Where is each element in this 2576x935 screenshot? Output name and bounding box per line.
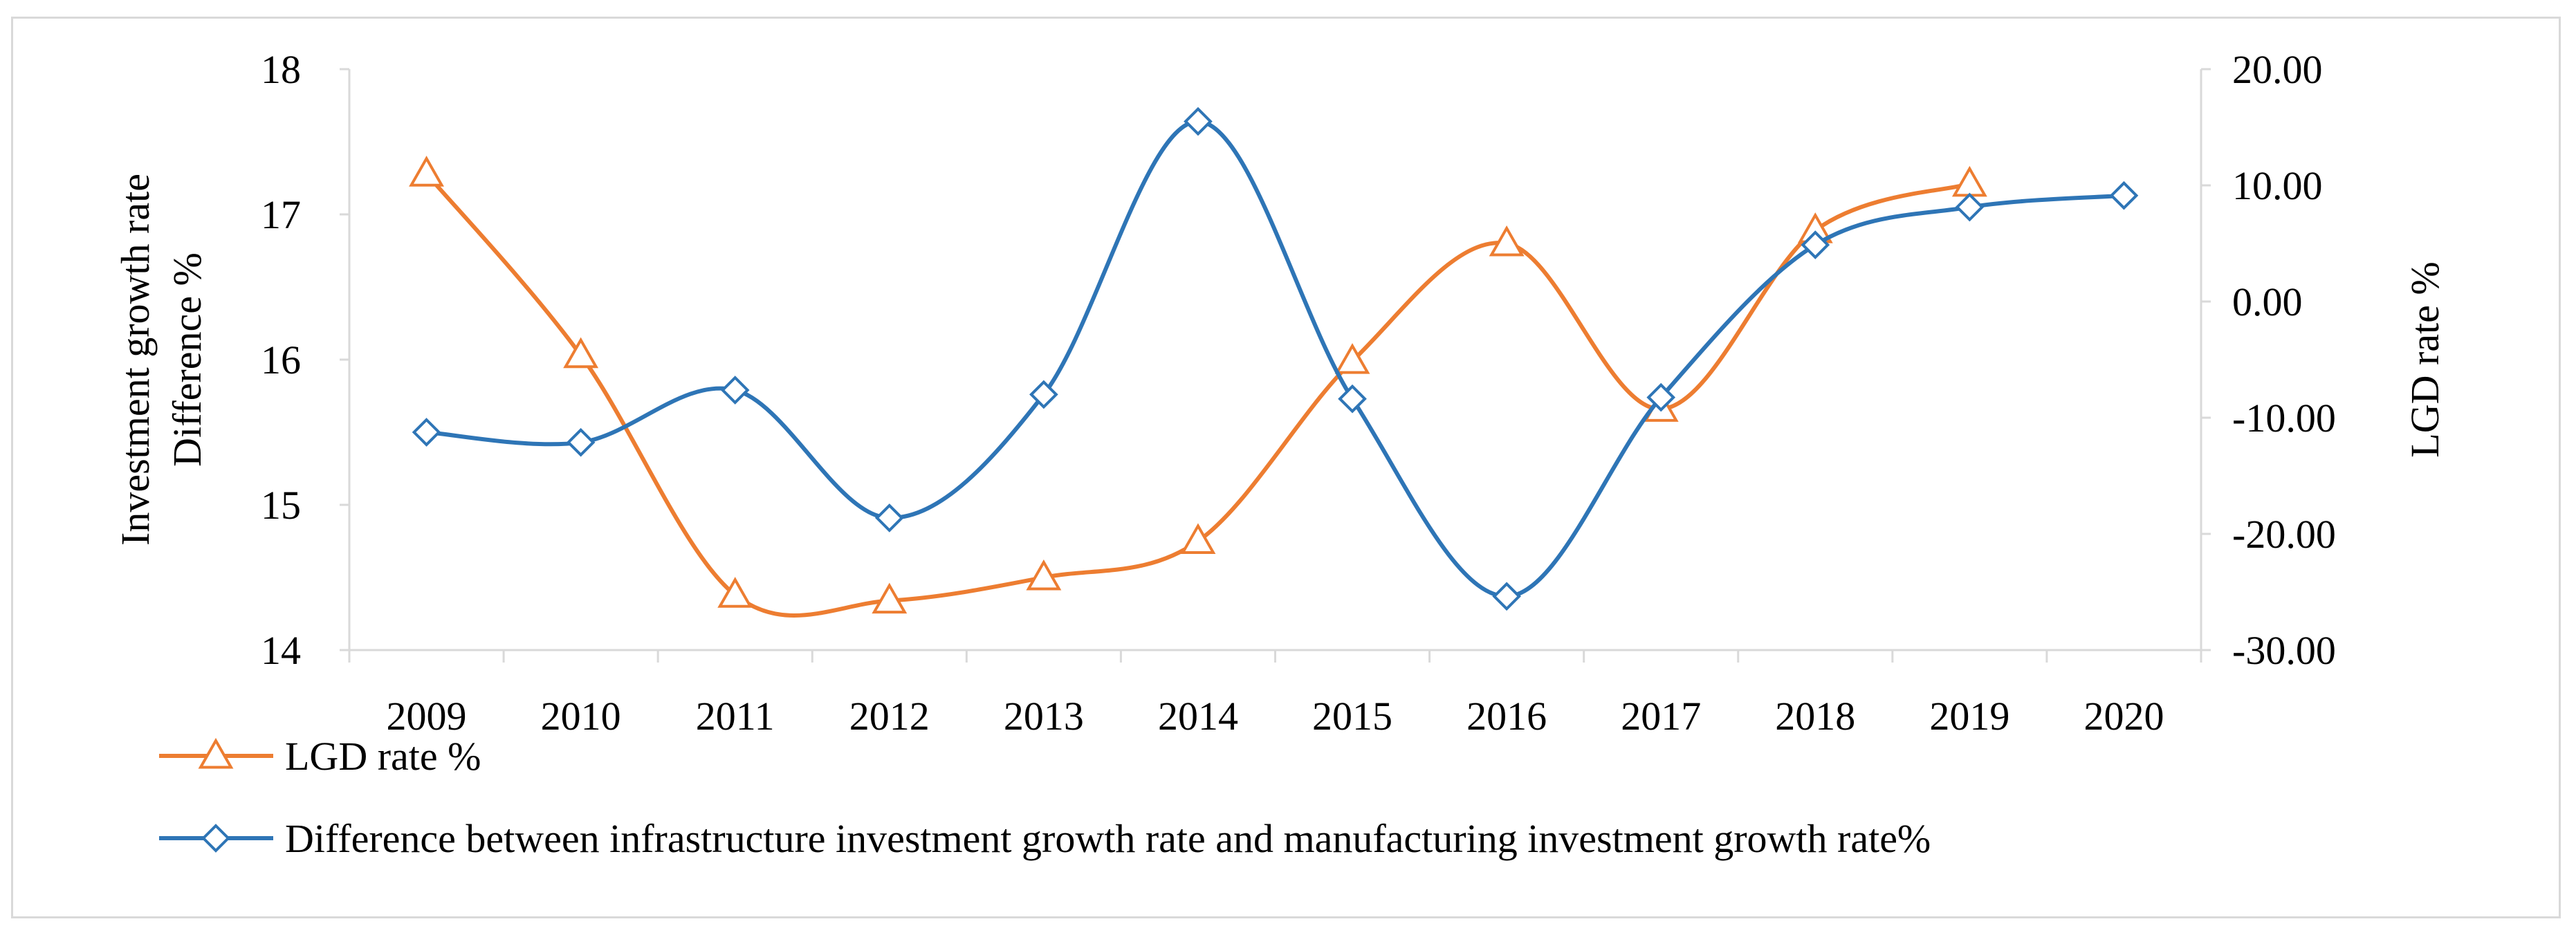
x-tick-label: 2014	[1158, 694, 1238, 739]
right-axis-title: LGD rate %	[2402, 261, 2447, 457]
data-point	[1029, 380, 1058, 409]
data-point	[1184, 107, 1213, 136]
left-tick-label: 14	[261, 628, 301, 673]
series-line	[425, 172, 1971, 618]
data-point	[2109, 180, 2139, 210]
data-point	[409, 156, 444, 187]
data-point	[1489, 225, 1525, 257]
series-investment-difference	[412, 107, 2139, 611]
x-tick-label: 2020	[2083, 694, 2164, 739]
x-tick-label: 2019	[1929, 694, 2009, 739]
right-tick-label: -20.00	[2232, 512, 2336, 557]
x-tick-label: 2017	[1621, 694, 1701, 739]
data-point	[412, 418, 441, 447]
data-point	[1646, 382, 1676, 412]
right-tick-label: 0.00	[2232, 279, 2303, 324]
data-point	[720, 376, 750, 405]
data-point	[566, 427, 596, 457]
x-tick-label: 2013	[1004, 694, 1084, 739]
legend-marker	[198, 737, 234, 769]
x-tick-label: 2009	[387, 694, 467, 739]
x-tick-label: 2011	[696, 694, 775, 739]
data-point	[1338, 384, 1367, 414]
series-lgd-rate	[409, 156, 1987, 618]
x-tick-label: 2016	[1466, 694, 1547, 739]
right-tick-label: -30.00	[2232, 628, 2336, 673]
left-tick-label: 16	[261, 337, 301, 382]
data-point	[1801, 230, 1830, 259]
left-tick-label: 17	[261, 192, 301, 237]
x-tick-label: 2012	[849, 694, 930, 739]
left-axis-title: Investment growth rate	[113, 174, 158, 546]
data-point	[1026, 559, 1062, 591]
right-tick-label: 20.00	[2232, 47, 2323, 92]
left-axis-title: Difference %	[165, 252, 210, 467]
data-point	[563, 337, 599, 369]
data-point	[717, 577, 753, 608]
data-point	[1955, 192, 1985, 222]
x-tick-label: 2018	[1775, 694, 1855, 739]
series-layer	[409, 107, 2139, 618]
x-tick-label: 2010	[541, 694, 621, 739]
legend-marker	[201, 824, 230, 853]
right-tick-label: -10.00	[2232, 396, 2336, 441]
data-point	[1492, 582, 1521, 611]
data-point	[1951, 165, 1987, 197]
legend-label: Difference between infrastructure invest…	[285, 816, 1931, 861]
legend-label: LGD rate %	[285, 734, 481, 779]
x-tick-label: 2015	[1312, 694, 1392, 739]
axes-layer: 14 15 16 17 18 -30.00 -20.00 -10.00 0.00 10.00 20.…	[113, 47, 2447, 739]
data-point	[874, 503, 904, 533]
legend-layer: LGD rate % Difference between infrastruct…	[159, 734, 1931, 861]
data-point	[1334, 343, 1370, 374]
left-tick-label: 15	[261, 483, 301, 528]
left-tick-label: 18	[261, 47, 301, 92]
data-point	[1180, 523, 1216, 554]
chart-frame	[11, 17, 2561, 918]
right-tick-label: 10.00	[2232, 163, 2323, 208]
data-point	[872, 582, 908, 614]
